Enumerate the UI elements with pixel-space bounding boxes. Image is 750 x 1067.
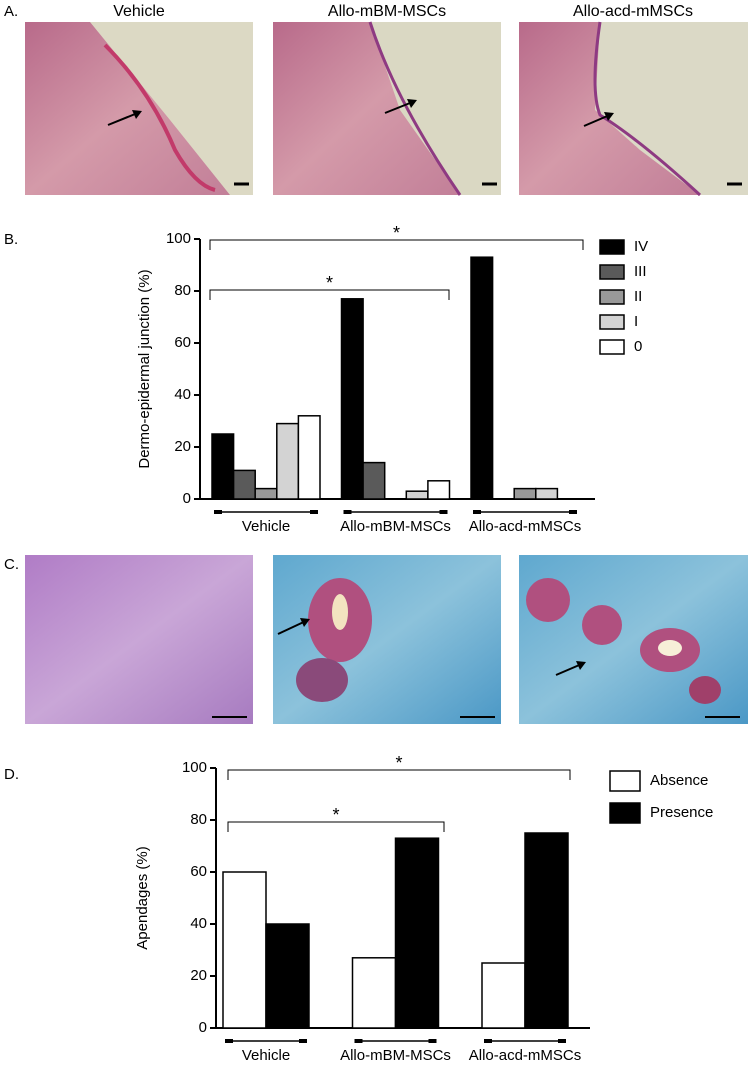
legend-swatch <box>609 770 641 792</box>
panel-label: A. <box>4 3 18 20</box>
bar <box>405 490 429 500</box>
bar <box>524 832 569 1029</box>
y-tick-label: 20 <box>174 438 191 455</box>
image-title: Allo-acd-mMSCs <box>573 3 693 20</box>
bar <box>470 256 494 500</box>
bar <box>340 298 364 500</box>
bar <box>427 480 451 500</box>
y-tick-label: 100 <box>166 230 191 247</box>
histology-image <box>519 21 748 197</box>
image-title: Allo-mBM-MSCs <box>328 3 446 20</box>
group-underline-cap <box>299 1039 307 1043</box>
bar <box>394 837 440 1029</box>
legend-swatch <box>599 264 625 280</box>
image-title: Vehicle <box>113 3 165 20</box>
y-tick-label: 100 <box>182 759 207 776</box>
panel-label: D. <box>4 766 19 783</box>
panel-label: C. <box>4 556 19 573</box>
legend-label: Absence <box>650 772 708 789</box>
legend-label: II <box>634 288 642 305</box>
panel-label: B. <box>4 231 18 248</box>
bar <box>297 415 321 500</box>
y-tick-label: 60 <box>190 863 207 880</box>
legend-label: 0 <box>634 338 642 355</box>
significance-star: * <box>395 753 402 773</box>
y-tick-label: 60 <box>174 334 191 351</box>
legend-label: Presence <box>650 804 713 821</box>
significance-star: * <box>326 273 333 293</box>
legend-label: I <box>634 313 638 330</box>
y-axis-label: Dermo-epidermal junction (%) <box>136 269 153 468</box>
bar <box>232 469 256 500</box>
significance-star: * <box>393 223 400 243</box>
bar <box>362 461 386 500</box>
legend-label: III <box>634 263 647 280</box>
significance-star: * <box>332 805 339 825</box>
significance-bracket <box>227 821 445 832</box>
bar <box>513 487 537 500</box>
bar <box>211 433 235 500</box>
bar <box>535 487 559 500</box>
significance-bracket <box>209 239 584 250</box>
legend-swatch <box>599 239 625 255</box>
x-tick-label: Allo-mBM-MSCs <box>340 1047 451 1064</box>
bar <box>481 962 526 1029</box>
bar <box>276 422 300 500</box>
significance-bracket <box>209 289 450 300</box>
y-tick-label: 0 <box>199 1019 207 1036</box>
histology-image <box>273 555 501 724</box>
group-underline-cap <box>343 510 352 514</box>
y-tick-label: 20 <box>190 967 207 984</box>
group-underline-cap <box>473 510 481 514</box>
bar <box>351 957 397 1029</box>
legend-label: IV <box>634 238 648 255</box>
x-tick-label: Allo-mBM-MSCs <box>340 518 451 535</box>
group-underline-cap <box>225 1039 233 1043</box>
significance-bracket <box>227 769 571 780</box>
group-underline-cap <box>558 1039 566 1043</box>
bar <box>265 923 310 1029</box>
histology-image <box>25 22 253 195</box>
y-tick-label: 40 <box>174 386 191 403</box>
group-underline-cap <box>428 1039 437 1043</box>
group-underline-cap <box>484 1039 492 1043</box>
bar <box>222 871 267 1029</box>
y-axis-label: Apendages (%) <box>134 846 151 949</box>
y-tick-label: 80 <box>174 282 191 299</box>
histology-image <box>25 555 253 724</box>
group-underline-cap <box>439 510 448 514</box>
y-tick-label: 40 <box>190 915 207 932</box>
legend-swatch <box>609 802 641 824</box>
x-tick-label: Vehicle <box>242 518 290 535</box>
bar <box>254 487 278 500</box>
x-tick-label: Allo-acd-mMSCs <box>469 518 582 535</box>
x-tick-label: Vehicle <box>242 1047 290 1064</box>
legend-swatch <box>599 289 625 305</box>
group-underline-cap <box>310 510 318 514</box>
legend-swatch <box>599 314 625 330</box>
group-underline-cap <box>569 510 577 514</box>
histology-image <box>273 21 501 196</box>
group-underline-cap <box>354 1039 363 1043</box>
y-tick-label: 80 <box>190 811 207 828</box>
histology-image <box>519 555 748 724</box>
y-tick-label: 0 <box>183 490 191 507</box>
legend-swatch <box>599 339 625 355</box>
group-underline-cap <box>214 510 222 514</box>
x-tick-label: Allo-acd-mMSCs <box>469 1047 582 1064</box>
